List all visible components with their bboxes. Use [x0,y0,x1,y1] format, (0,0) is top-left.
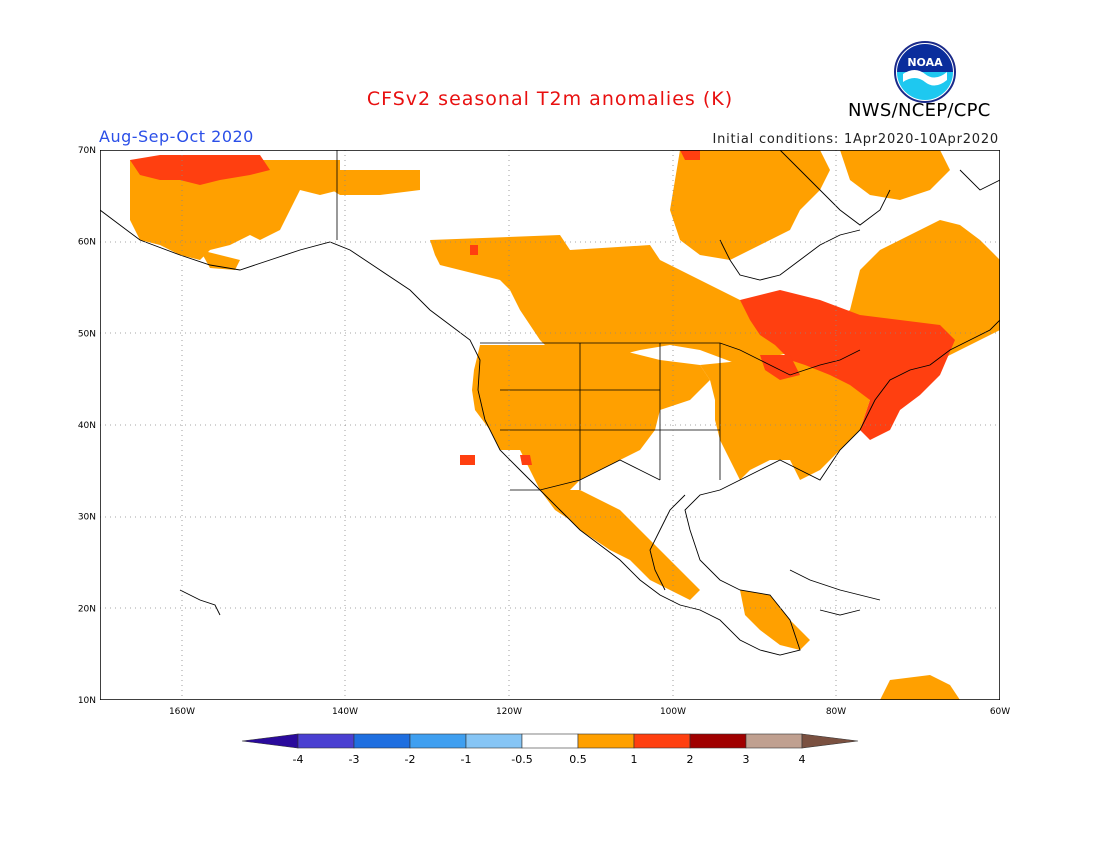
legend-label: -3 [349,753,360,766]
legend-swatch [353,733,411,749]
legend-label: 2 [687,753,694,766]
legend-swatch [633,733,691,749]
anomaly-map [100,150,1000,700]
lat-tick-label: 50N [78,329,96,339]
lat-tick-label: 40N [78,421,96,431]
lat-tick-label: 60N [78,238,96,248]
lon-tick-label: 100W [660,707,686,717]
legend-label: 3 [743,753,750,766]
axis-ticks: 10N 20N 30N 40N 50N 60N 70N 160W 140W 120W 100W 80… [78,146,1010,717]
legend-swatch [521,733,579,749]
legend-label: -2 [405,753,416,766]
legend-arrow-high [801,733,859,749]
coastlines [100,150,1000,656]
lon-tick-label: 60W [990,707,1010,717]
legend-label: -1 [461,753,472,766]
legend-swatch [745,733,803,749]
legend-label: -0.5 [511,753,532,766]
legend-swatch [465,733,523,749]
legend-label: -4 [293,753,304,766]
legend-swatch [689,733,747,749]
weak-warm-anomaly-regions [130,150,1000,700]
legend-arrow-low [241,733,299,749]
color-legend: -4 -3 -2 -1 -0.5 0.5 1 2 3 4 [241,733,859,766]
lat-tick-label: 70N [78,146,96,156]
initial-conditions-label: Initial conditions: 1Apr2020-10Apr2020 [712,132,999,147]
gridlines [100,150,1000,700]
lat-tick-label: 10N [78,696,96,706]
legend-label: 1 [631,753,638,766]
political-borders [336,150,861,491]
moderate-warm-anomaly-regions [130,150,955,465]
noaa-logo: NOAA [894,41,956,103]
lon-tick-label: 160W [169,707,195,717]
lat-tick-label: 20N [78,604,96,614]
map-title: CFSv2 seasonal T2m anomalies (K) [366,88,734,110]
lon-tick-label: 80W [826,707,846,717]
legend-swatch [577,733,635,749]
lon-tick-label: 120W [496,707,522,717]
agency-label: NWS/NCEP/CPC [848,100,991,121]
logo-text: NOAA [907,56,943,69]
legend-swatch [297,733,355,749]
season-label: Aug-Sep-Oct 2020 [99,127,254,146]
lat-tick-label: 30N [78,513,96,523]
legend-label: 0.5 [569,753,587,766]
legend-label: 4 [799,753,806,766]
lon-tick-label: 140W [332,707,358,717]
legend-swatch [409,733,467,749]
